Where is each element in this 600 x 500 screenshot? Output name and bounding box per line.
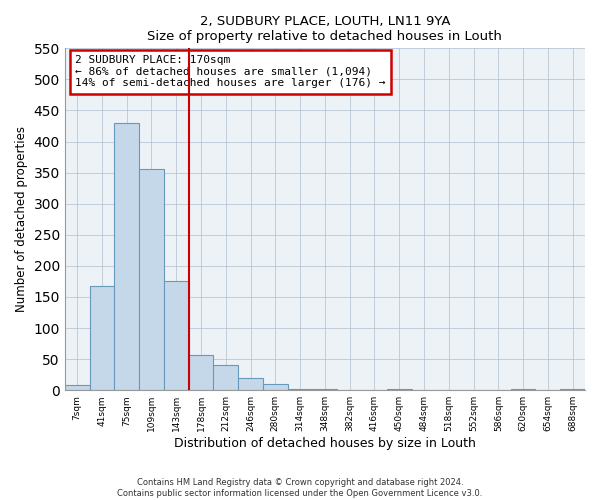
Bar [188, 355, 214, 390]
Bar [288, 389, 313, 390]
Bar [511, 389, 535, 390]
Title: 2, SUDBURY PLACE, LOUTH, LN11 9YA
Size of property relative to detached houses i: 2, SUDBURY PLACE, LOUTH, LN11 9YA Size o… [148, 15, 502, 43]
Bar [89, 286, 115, 390]
Bar [263, 384, 288, 390]
Text: Contains HM Land Registry data © Crown copyright and database right 2024.
Contai: Contains HM Land Registry data © Crown c… [118, 478, 482, 498]
Bar [164, 282, 188, 390]
Bar [387, 389, 412, 390]
Bar [139, 169, 164, 390]
Bar [560, 389, 585, 390]
Y-axis label: Number of detached properties: Number of detached properties [15, 126, 28, 312]
X-axis label: Distribution of detached houses by size in Louth: Distribution of detached houses by size … [174, 437, 476, 450]
Bar [65, 385, 89, 390]
Text: 2 SUDBURY PLACE: 170sqm
← 86% of detached houses are smaller (1,094)
14% of semi: 2 SUDBURY PLACE: 170sqm ← 86% of detache… [75, 55, 386, 88]
Bar [313, 389, 337, 390]
Bar [214, 366, 238, 390]
Bar [115, 123, 139, 390]
Bar [238, 378, 263, 390]
